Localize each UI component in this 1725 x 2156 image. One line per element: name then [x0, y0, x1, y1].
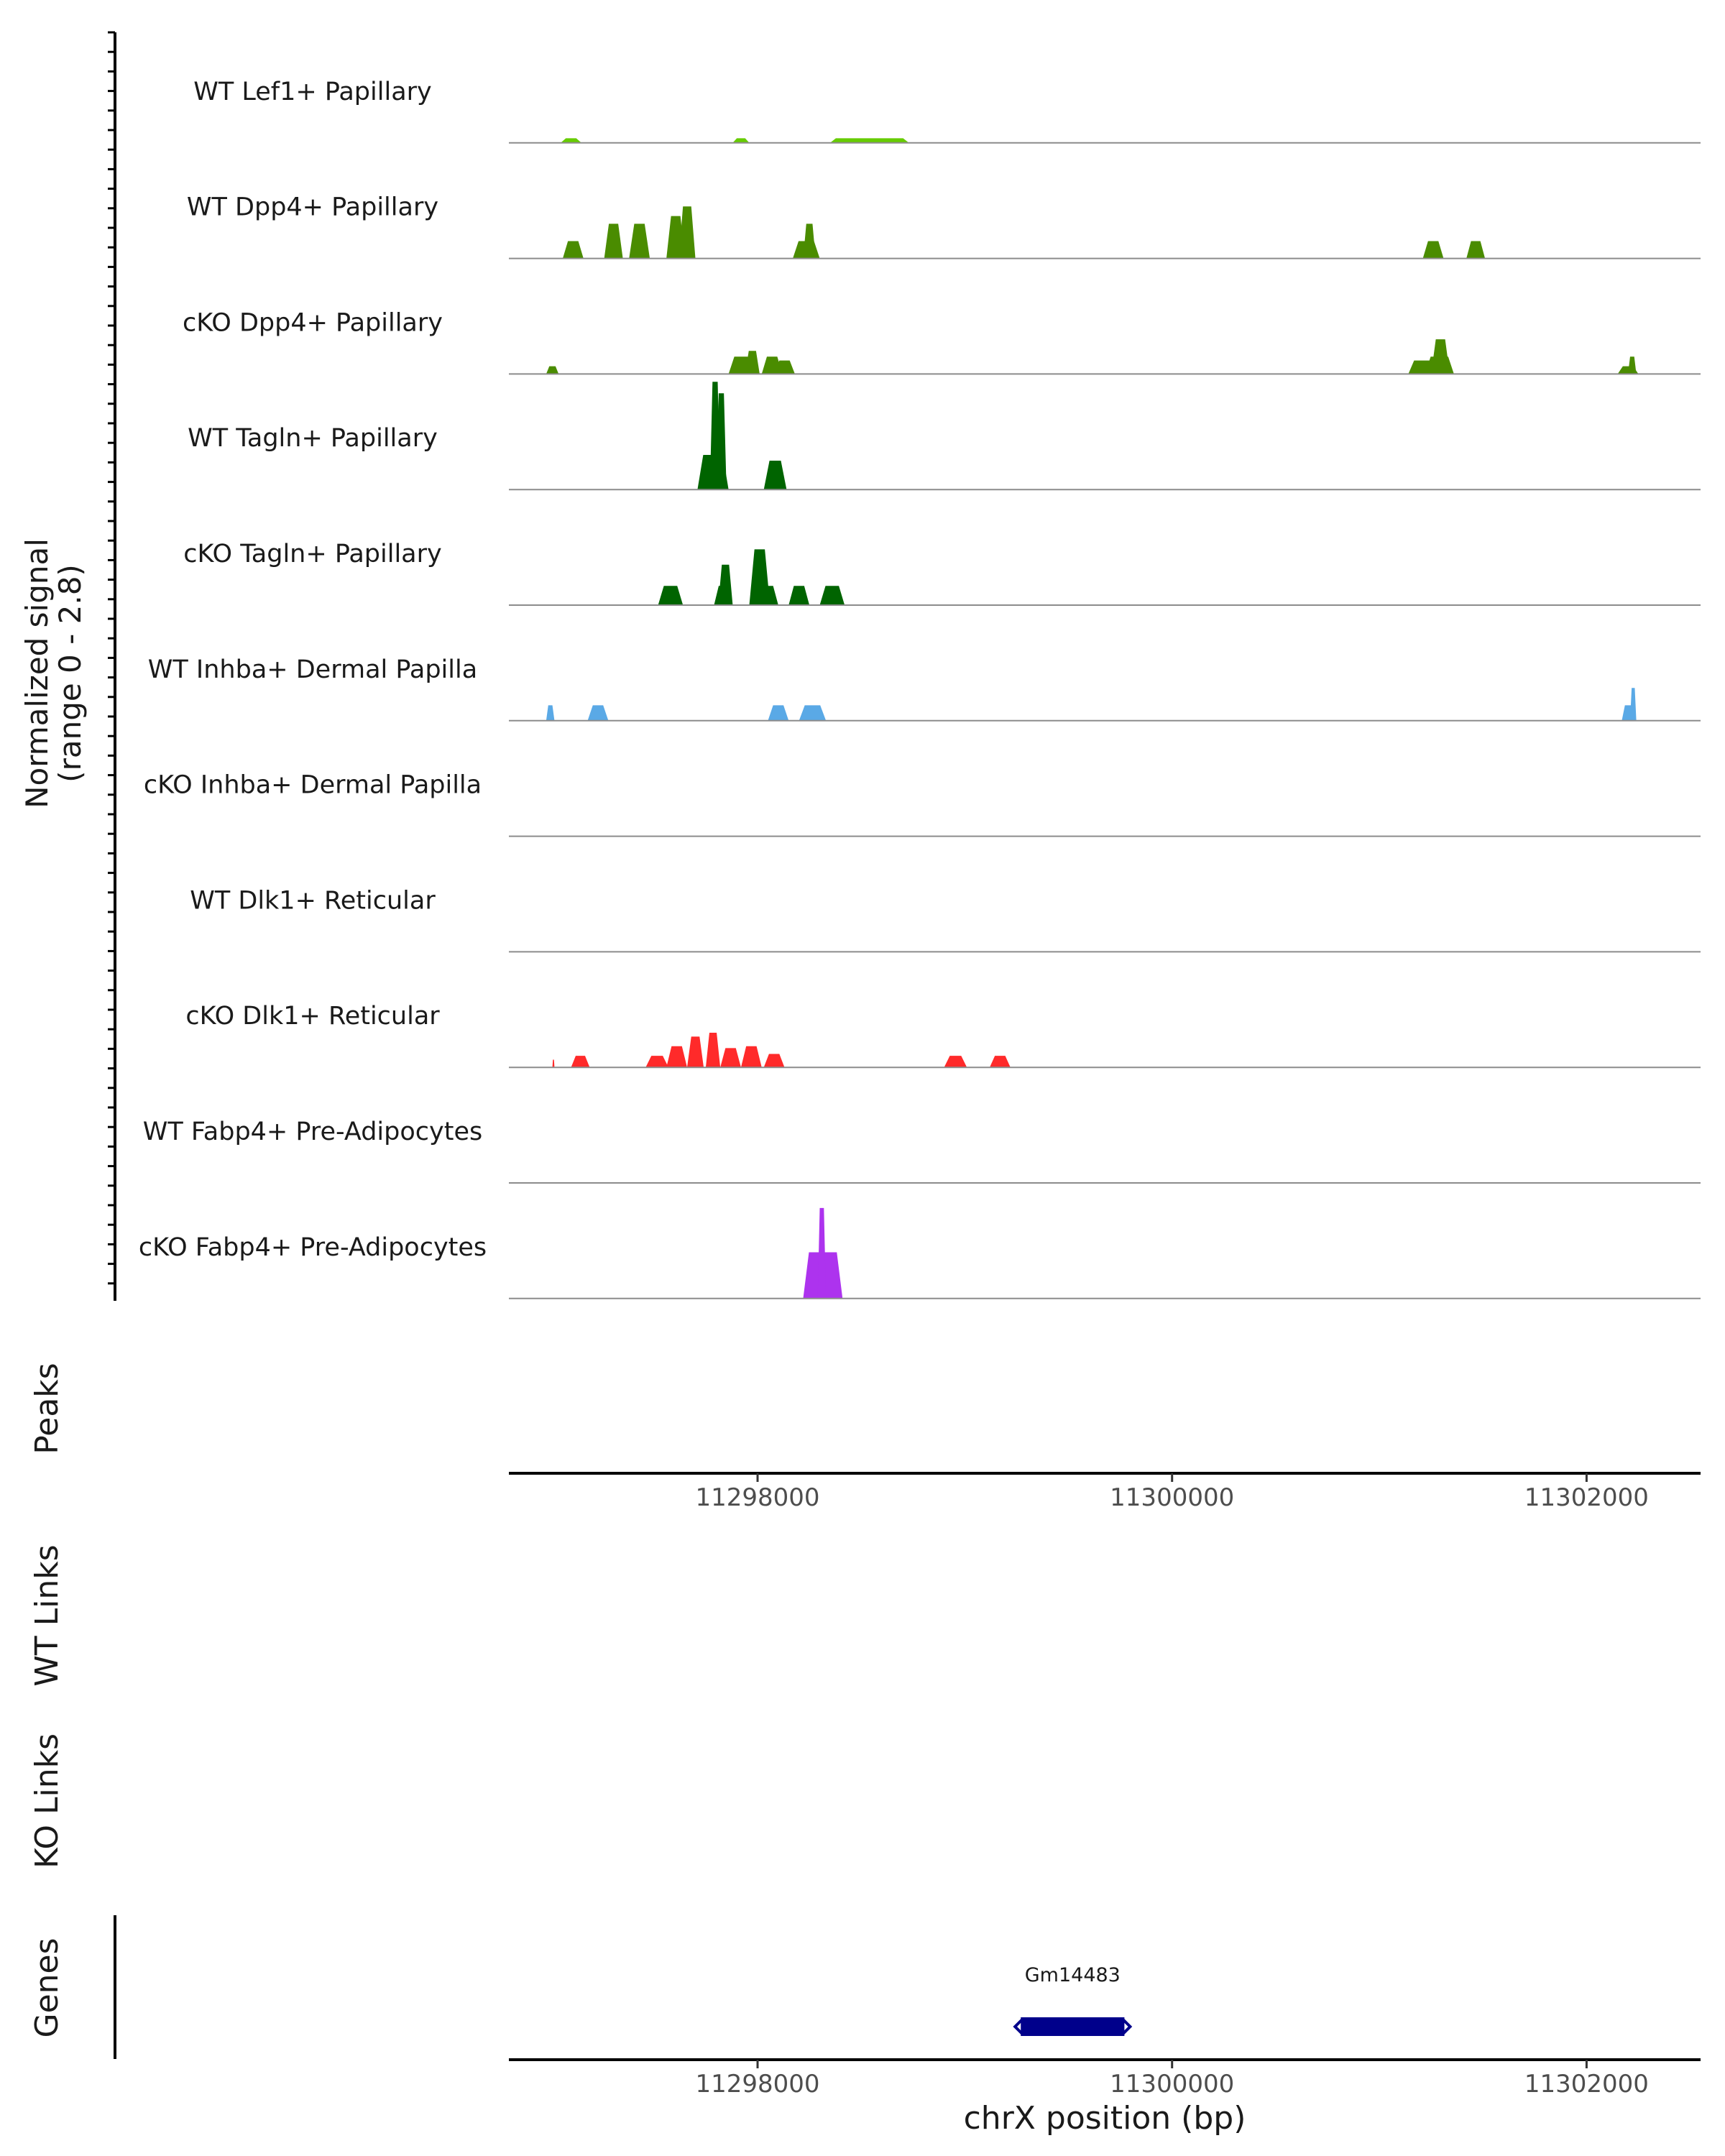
genes-panel-label: Genes — [29, 1938, 65, 2037]
x-tick-label: 11298000 — [695, 2070, 819, 2099]
track-label: cKO Inhba+ Dermal Papilla — [144, 771, 482, 800]
coverage-peak — [666, 1046, 687, 1068]
coverage-peak — [788, 586, 810, 605]
coverage-peak — [989, 1056, 1011, 1068]
coverage-peak — [561, 138, 581, 143]
ko-links-label: KO Links — [29, 1733, 65, 1869]
track-5: WT Inhba+ Dermal Papilla — [148, 655, 1701, 722]
track-10: cKO Fabp4+ Pre-Adipocytes — [139, 1207, 1701, 1299]
coverage-peak — [546, 705, 555, 721]
track-label: WT Inhba+ Dermal Papilla — [148, 655, 477, 684]
coverage-peak — [645, 1056, 669, 1068]
track-0: WT Lef1+ Papillary — [193, 78, 1701, 144]
track-label: cKO Tagln+ Papillary — [183, 540, 442, 568]
gene-body — [1021, 2017, 1125, 2036]
coverage-peak — [763, 461, 787, 490]
x-tick-label: 11298000 — [695, 1483, 819, 1512]
coverage-peak — [705, 1032, 721, 1068]
strand-arrow — [1121, 2018, 1133, 2035]
coverage-peak — [758, 586, 778, 605]
coverage-peak — [732, 138, 750, 143]
genes-x-axis: 11298000 11300000 11302000 — [695, 2060, 1649, 2099]
track-label: WT Fabp4+ Pre-Adipocytes — [143, 1118, 482, 1146]
track-label: WT Dpp4+ Papillary — [187, 193, 438, 222]
track-3: WT Tagln+ Papillary — [188, 382, 1701, 491]
gene-label: Gm14483 — [1025, 1964, 1121, 1986]
peaks-x-axis: 11298000 11300000 11302000 — [695, 1473, 1649, 1512]
track-label: WT Tagln+ Papillary — [188, 424, 438, 453]
track-7: WT Dlk1+ Reticular — [190, 886, 1701, 953]
coverage-peak — [571, 1056, 590, 1068]
track-label: WT Lef1+ Papillary — [193, 78, 432, 106]
coverage-peak — [1629, 688, 1637, 721]
strand-arrow — [1013, 2018, 1024, 2035]
coverage-peak — [817, 1207, 827, 1299]
track-9: WT Fabp4+ Pre-Adipocytes — [143, 1118, 1701, 1184]
track-label: cKO Dpp4+ Papillary — [183, 308, 443, 337]
y-axis-range: (range 0 - 2.8) — [52, 564, 88, 783]
coverage-peak — [562, 241, 584, 259]
coverage-peak — [819, 586, 845, 605]
track-6: cKO Inhba+ Dermal Papilla — [144, 771, 1701, 837]
coverage-peak — [720, 1048, 741, 1068]
coverage-axis-ticks — [108, 31, 115, 1285]
track-2: cKO Dpp4+ Papillary — [183, 308, 1701, 375]
coverage-peak — [546, 366, 559, 374]
coverage-peak — [718, 564, 733, 605]
x-tick-label: 11302000 — [1524, 1483, 1649, 1512]
coverage-peak — [1422, 241, 1444, 259]
track-label: WT Dlk1+ Reticular — [190, 886, 436, 915]
track-1: WT Dpp4+ Papillary — [187, 193, 1701, 259]
coverage-peak — [629, 224, 650, 259]
track-label: cKO Dlk1+ Reticular — [185, 1002, 440, 1031]
coverage-peak — [686, 1036, 704, 1068]
coverage-peak — [1628, 356, 1637, 374]
track-8: cKO Dlk1+ Reticular — [185, 1002, 1701, 1069]
coverage-peak — [829, 138, 909, 143]
coverage-peak — [803, 224, 816, 259]
x-axis-title: chrX position (bp) — [964, 2100, 1246, 2137]
coverage-peak — [774, 360, 795, 374]
x-tick-label: 11300000 — [1110, 2070, 1234, 2099]
coverage-peak — [678, 206, 696, 259]
coverage-peak — [1425, 356, 1454, 374]
y-axis-title: Normalized signal — [19, 538, 55, 808]
coverage-peak — [799, 705, 827, 721]
wt-links-label: WT Links — [29, 1544, 65, 1686]
x-tick-label: 11300000 — [1110, 1483, 1234, 1512]
coverage-tracks: WT Lef1+ Papillary WT Dpp4+ Papillary cKO … — [139, 78, 1701, 1299]
track-4: cKO Tagln+ Papillary — [183, 540, 1701, 606]
gene-track: Gm14483 — [1013, 1964, 1133, 2036]
coverage-peak — [587, 705, 609, 721]
coverage-peak — [740, 1046, 762, 1068]
coverage-peak — [1466, 241, 1486, 259]
x-tick-label: 11302000 — [1524, 2070, 1649, 2099]
coverage-peak — [604, 224, 623, 259]
track-label: cKO Fabp4+ Pre-Adipocytes — [139, 1233, 487, 1262]
coverage-peak — [658, 586, 684, 605]
coverage-peak — [763, 1054, 785, 1068]
coverage-peak — [768, 705, 789, 721]
coverage-peak — [552, 1059, 555, 1068]
coverage-peak — [944, 1056, 967, 1068]
peaks-panel-label: Peaks — [29, 1363, 65, 1454]
coverage-peak — [716, 393, 727, 490]
coverage-peak — [745, 351, 760, 374]
